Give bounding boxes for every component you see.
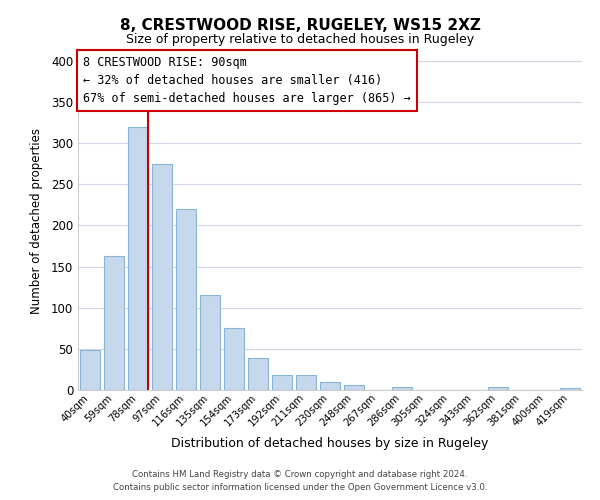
Bar	[200, 296, 220, 390]
Bar	[152, 164, 172, 390]
Bar	[128, 126, 148, 390]
Bar	[80, 350, 100, 390]
Bar	[392, 386, 412, 390]
Bar	[296, 375, 316, 390]
Bar	[176, 209, 196, 390]
Bar	[344, 385, 364, 390]
Bar	[320, 382, 340, 390]
Bar	[248, 358, 268, 390]
X-axis label: Distribution of detached houses by size in Rugeley: Distribution of detached houses by size …	[172, 436, 488, 450]
Text: Size of property relative to detached houses in Rugeley: Size of property relative to detached ho…	[126, 32, 474, 46]
Bar	[488, 386, 508, 390]
Bar	[560, 388, 580, 390]
Bar	[224, 328, 244, 390]
Text: Contains HM Land Registry data © Crown copyright and database right 2024.
Contai: Contains HM Land Registry data © Crown c…	[113, 470, 487, 492]
Text: 8 CRESTWOOD RISE: 90sqm
← 32% of detached houses are smaller (416)
67% of semi-d: 8 CRESTWOOD RISE: 90sqm ← 32% of detache…	[83, 56, 411, 105]
Text: 8, CRESTWOOD RISE, RUGELEY, WS15 2XZ: 8, CRESTWOOD RISE, RUGELEY, WS15 2XZ	[119, 18, 481, 32]
Bar	[272, 375, 292, 390]
Y-axis label: Number of detached properties: Number of detached properties	[29, 128, 43, 314]
Bar	[104, 256, 124, 390]
